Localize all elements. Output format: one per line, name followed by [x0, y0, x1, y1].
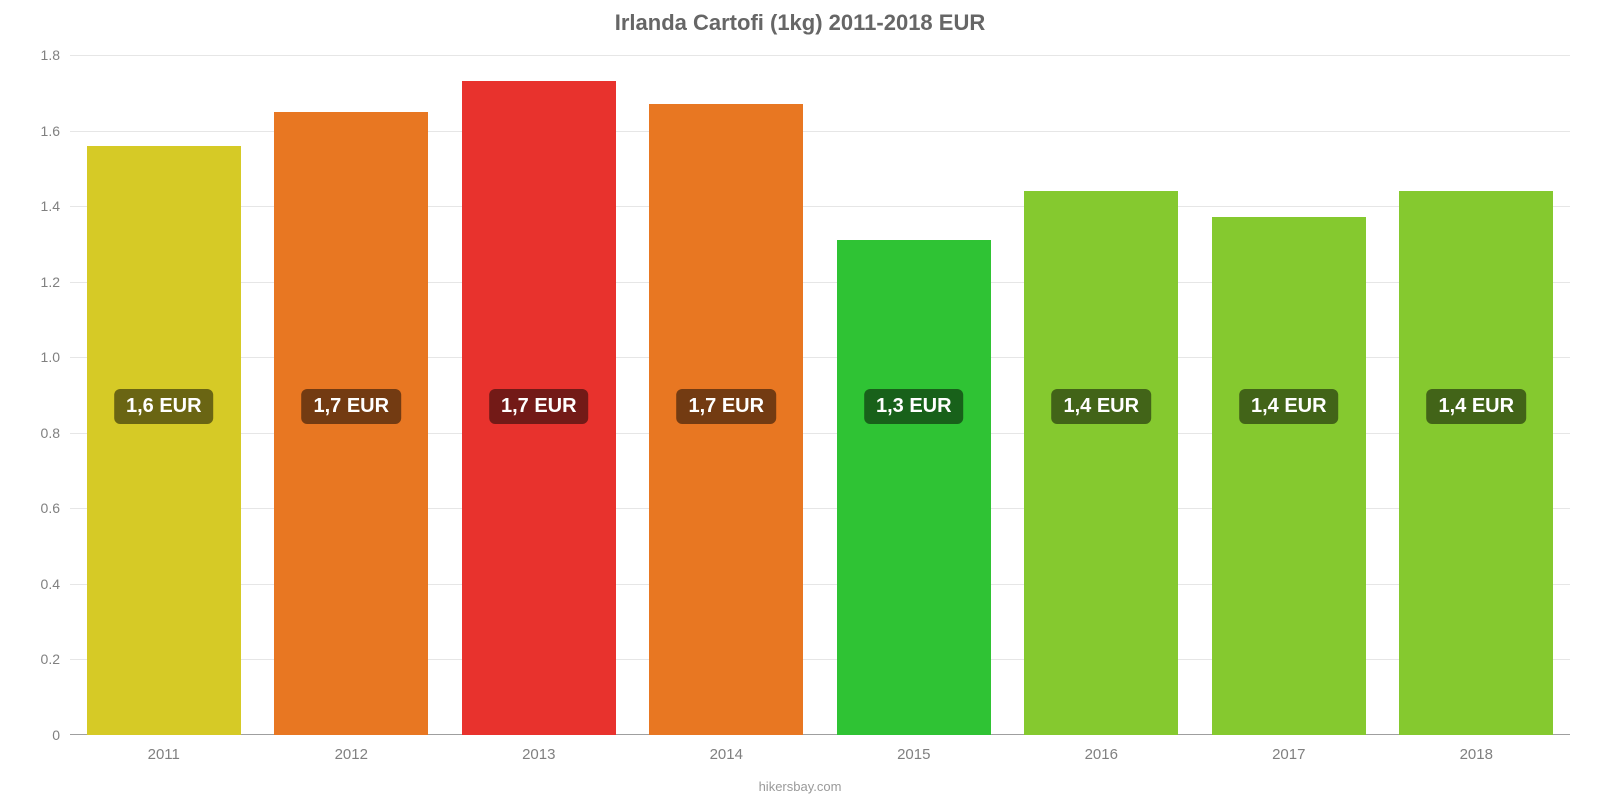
- bar-slot: 1,4 EUR2018: [1383, 55, 1571, 735]
- y-tick-label: 1.4: [41, 198, 60, 214]
- bar-slot: 1,4 EUR2016: [1008, 55, 1196, 735]
- bar-slot: 1,7 EUR2013: [445, 55, 633, 735]
- bar: 1,7 EUR: [274, 112, 428, 735]
- bar-value-label: 1,7 EUR: [301, 389, 401, 424]
- bar: 1,6 EUR: [87, 146, 241, 735]
- bar-slot: 1,7 EUR2012: [258, 55, 446, 735]
- attribution-text: hikersbay.com: [0, 779, 1600, 794]
- x-tick-label: 2012: [335, 746, 368, 763]
- bar-slot: 1,6 EUR2011: [70, 55, 258, 735]
- bar: 1,4 EUR: [1024, 191, 1178, 735]
- bar: 1,4 EUR: [1212, 217, 1366, 735]
- bar-value-label: 1,7 EUR: [489, 389, 589, 424]
- bar: 1,7 EUR: [649, 104, 803, 735]
- x-tick-label: 2011: [148, 746, 180, 763]
- y-tick-label: 0: [52, 727, 60, 743]
- bars-group: 1,6 EUR20111,7 EUR20121,7 EUR20131,7 EUR…: [70, 55, 1570, 735]
- y-tick-label: 0.8: [41, 425, 60, 441]
- bar-value-label: 1,7 EUR: [676, 389, 776, 424]
- y-tick-label: 0.6: [41, 500, 60, 516]
- y-tick-label: 1.8: [41, 47, 60, 63]
- bar-value-label: 1,4 EUR: [1051, 389, 1151, 424]
- bar: 1,4 EUR: [1399, 191, 1553, 735]
- x-tick-label: 2015: [897, 746, 930, 763]
- x-tick-label: 2017: [1272, 746, 1305, 763]
- y-tick-label: 0.4: [41, 576, 60, 592]
- chart-container: Irlanda Cartofi (1kg) 2011-2018 EUR 1,6 …: [0, 0, 1600, 800]
- x-tick-label: 2016: [1085, 746, 1118, 763]
- y-tick-label: 1.6: [41, 123, 60, 139]
- x-tick-label: 2014: [710, 746, 743, 763]
- x-tick-label: 2013: [522, 746, 555, 763]
- y-tick-label: 0.2: [41, 651, 60, 667]
- bar: 1,7 EUR: [462, 81, 616, 735]
- bar-value-label: 1,6 EUR: [114, 389, 214, 424]
- bar-value-label: 1,3 EUR: [864, 389, 964, 424]
- x-tick-label: 2018: [1460, 746, 1493, 763]
- bar-value-label: 1,4 EUR: [1426, 389, 1526, 424]
- y-tick-label: 1.2: [41, 274, 60, 290]
- bar-value-label: 1,4 EUR: [1239, 389, 1339, 424]
- chart-title: Irlanda Cartofi (1kg) 2011-2018 EUR: [0, 10, 1600, 36]
- bar-slot: 1,7 EUR2014: [633, 55, 821, 735]
- bar-slot: 1,3 EUR2015: [820, 55, 1008, 735]
- bar-slot: 1,4 EUR2017: [1195, 55, 1383, 735]
- plot-area: 1,6 EUR20111,7 EUR20121,7 EUR20131,7 EUR…: [70, 55, 1570, 735]
- bar: 1,3 EUR: [837, 240, 991, 735]
- y-tick-label: 1.0: [41, 349, 60, 365]
